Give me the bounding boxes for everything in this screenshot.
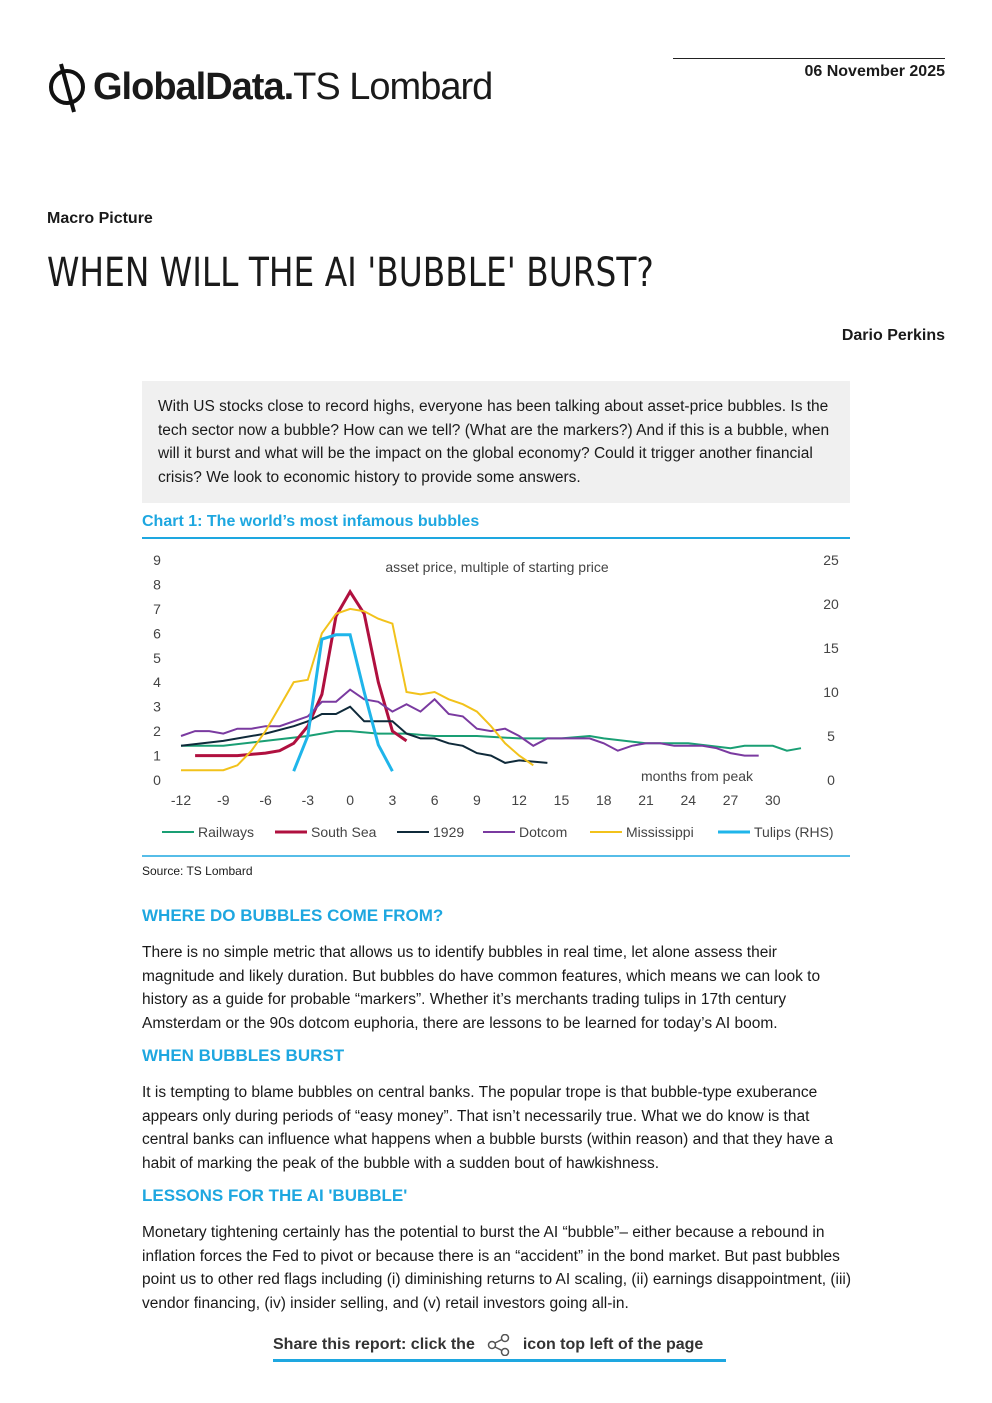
legend-label: Tulips (RHS) bbox=[754, 824, 834, 840]
share-text: icon top left of the page bbox=[522, 1336, 704, 1353]
y-tick-label: 2 bbox=[153, 723, 161, 739]
y2-tick-label: 15 bbox=[823, 640, 839, 656]
y2-tick-label: 25 bbox=[823, 552, 839, 568]
heading: LESSONS FOR THE AI 'BUBBLE' bbox=[142, 1186, 408, 1205]
y-tick-label: 3 bbox=[153, 699, 161, 715]
logo-mark bbox=[49, 63, 85, 113]
heading: WHEN BUBBLES BURST bbox=[142, 1046, 345, 1065]
logo-sub: TS Lombard bbox=[293, 65, 493, 108]
x-tick-label: -9 bbox=[217, 792, 230, 808]
y-tick-label: 6 bbox=[153, 625, 161, 641]
x-tick-label: 0 bbox=[346, 792, 354, 808]
annotation: asset price, multiple of starting price bbox=[385, 559, 609, 575]
legend-label: Railways bbox=[198, 824, 254, 840]
series-line bbox=[181, 730, 802, 752]
x-tick-label: -12 bbox=[171, 792, 191, 808]
source: Source: TS Lombard bbox=[142, 864, 253, 878]
y-tick-label: 7 bbox=[153, 601, 161, 617]
y2-tick-label: 0 bbox=[827, 772, 835, 788]
y2-tick-label: 5 bbox=[827, 728, 835, 744]
summary: With US stocks close to record highs, ev… bbox=[142, 381, 850, 503]
y-tick-label: 1 bbox=[153, 748, 161, 764]
x-tick-label: -6 bbox=[259, 792, 272, 808]
y-tick-label: 8 bbox=[153, 576, 161, 592]
x-tick-label: 21 bbox=[638, 792, 654, 808]
share-icon bbox=[487, 1334, 510, 1356]
x-tick-label: 27 bbox=[723, 792, 739, 808]
series-line bbox=[180, 688, 759, 757]
legend-label: 1929 bbox=[433, 824, 464, 840]
y-tick-label: 4 bbox=[153, 674, 161, 690]
title: WHEN WILL THE AI 'BUBBLE' BURST? bbox=[47, 250, 654, 296]
series-line bbox=[195, 588, 408, 758]
legend-label: Mississippi bbox=[626, 824, 694, 840]
x-tick-label: 12 bbox=[511, 792, 527, 808]
legend-label: South Sea bbox=[311, 824, 377, 840]
x-tick-label: 15 bbox=[554, 792, 570, 808]
x-tick-label: 30 bbox=[765, 792, 781, 808]
date: 06 November 2025 bbox=[673, 58, 945, 81]
author: Dario Perkins bbox=[841, 327, 945, 344]
x-tick-label: 6 bbox=[431, 792, 439, 808]
x-tick-label: -3 bbox=[302, 792, 315, 808]
logo-main: GlobalData. bbox=[93, 65, 294, 108]
legend-label: Dotcom bbox=[519, 824, 567, 840]
y2-tick-label: 10 bbox=[823, 684, 839, 700]
paragraph: It is tempting to blame bubbles on centr… bbox=[142, 1084, 834, 1172]
share-bar: Share this report: click the icon top le… bbox=[273, 1334, 726, 1362]
section-label: Macro Picture bbox=[47, 210, 153, 227]
paragraph: There is no simple metric that allows us… bbox=[142, 944, 821, 1032]
y2-tick-label: 20 bbox=[823, 596, 839, 612]
paragraph: Monetary tightening certainly has the po… bbox=[142, 1224, 852, 1312]
y-tick-label: 5 bbox=[153, 650, 161, 666]
x-tick-label: 24 bbox=[680, 792, 696, 808]
y-tick-label: 0 bbox=[153, 772, 161, 788]
x-tick-label: 3 bbox=[388, 792, 396, 808]
chart-title: Chart 1: The world’s most infamous bubbl… bbox=[142, 513, 850, 539]
share-text: Share this report: click the bbox=[273, 1336, 475, 1353]
series-line bbox=[180, 705, 548, 764]
x-tick-label: 9 bbox=[473, 792, 481, 808]
series-line bbox=[292, 633, 394, 772]
heading: WHERE DO BUBBLES COME FROM? bbox=[142, 906, 444, 925]
series-line bbox=[181, 607, 534, 772]
logo: GlobalData.TS Lombard bbox=[47, 58, 493, 116]
x-tick-label: 18 bbox=[596, 792, 612, 808]
y-tick-label: 9 bbox=[153, 552, 161, 568]
annotation: months from peak bbox=[641, 768, 754, 784]
